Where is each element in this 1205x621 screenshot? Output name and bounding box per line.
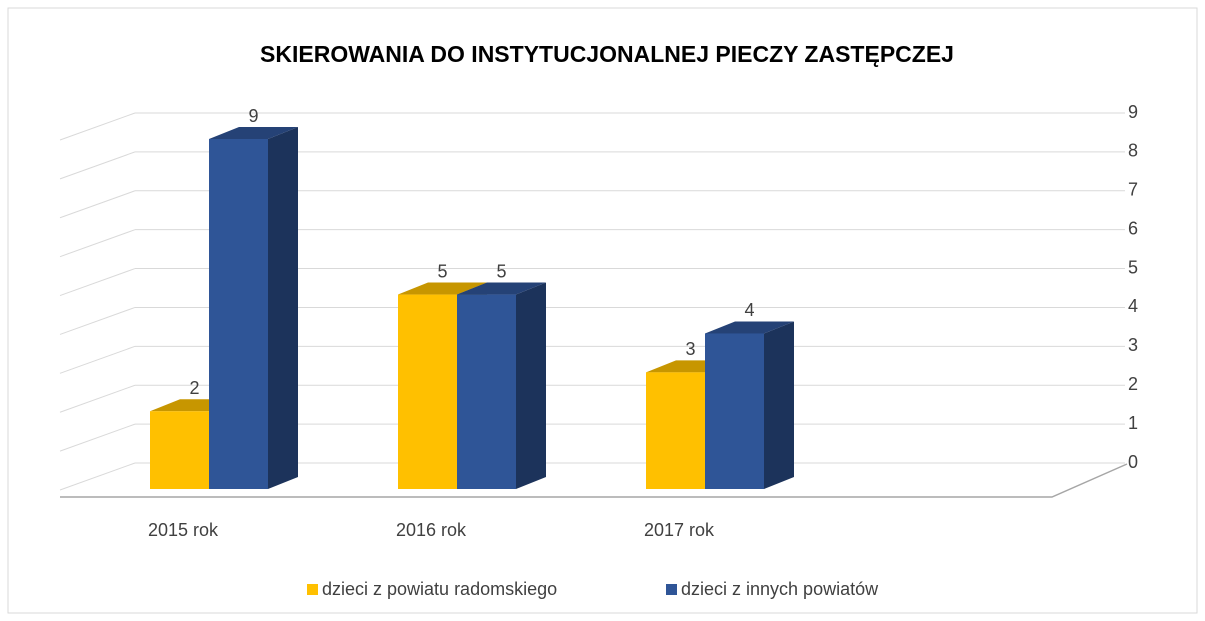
data-label: 4 [744,300,754,320]
y-tick-label: 9 [1128,102,1138,122]
data-label: 9 [248,106,258,126]
bar-top [209,127,298,139]
bar-top [705,321,794,334]
y-tick-label: 7 [1128,180,1138,200]
x-tick-label: 2016 rok [396,520,467,540]
bar-top [457,282,546,295]
chart-frame [7,7,1198,614]
bar-side [764,321,794,489]
grid-line [59,268,136,297]
y-tick-label: 1 [1128,413,1138,433]
y-tick-label: 4 [1128,296,1138,316]
grid-line [59,306,136,335]
grid-line [59,345,136,374]
bar [646,372,705,489]
y-tick-label: 3 [1128,335,1138,355]
x-tick-label: 2015 rok [148,520,219,540]
y-tick-label: 8 [1128,141,1138,161]
y-tick-label: 2 [1128,374,1138,394]
bar-side [516,282,546,489]
bar [705,333,764,489]
legend-swatch [307,584,318,595]
grid-line [59,190,136,219]
legend-label: dzieci z innych powiatów [681,579,879,599]
data-label: 5 [437,261,447,281]
data-label: 2 [189,378,199,398]
legend-label: dzieci z powiatu radomskiego [322,579,557,599]
grid-line [59,112,136,141]
bar [209,139,268,489]
y-tick-label: 0 [1128,452,1138,472]
grid-line [59,423,136,452]
grid-line [59,151,136,180]
x-tick-label: 2017 rok [644,520,715,540]
data-label: 3 [685,339,695,359]
data-label: 5 [496,261,506,281]
y-tick-label: 6 [1128,218,1138,238]
bar [150,411,209,489]
grid-line [59,229,136,258]
bar-side [268,127,298,489]
bar [398,294,457,489]
legend-swatch [666,584,677,595]
bar [457,294,516,489]
floor-edge [60,463,1128,498]
grid-line [59,462,136,491]
grid-line [59,384,136,413]
y-tick-label: 5 [1128,257,1138,277]
chart-title: SKIEROWANIA DO INSTYTUCJONALNEJ PIECZY Z… [260,41,954,67]
bar-top [398,282,487,295]
